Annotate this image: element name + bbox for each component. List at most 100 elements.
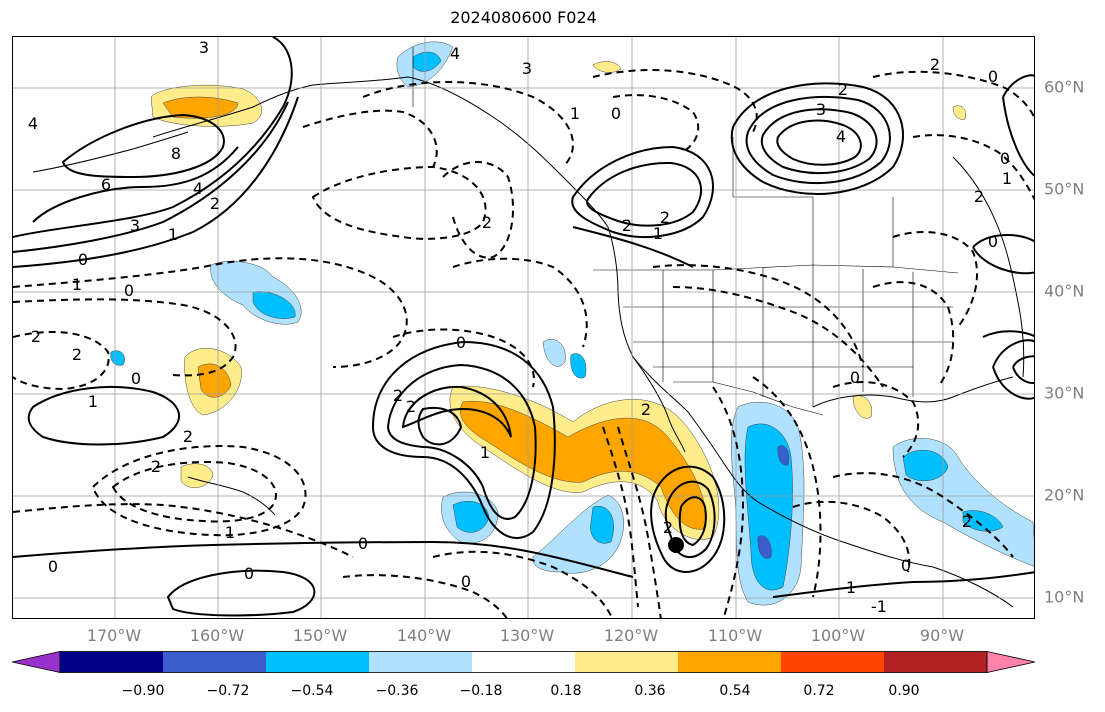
contour-upper-low-1 <box>371 340 556 539</box>
contour-label: 0 <box>48 557 58 576</box>
contour-label: 0 <box>1000 149 1010 168</box>
contour-label: 4 <box>28 114 38 133</box>
colorbar-tick-label: −0.54 <box>290 683 334 699</box>
contour-label: 0 <box>988 232 998 251</box>
contour-aleutian-high-3 <box>13 96 299 268</box>
map-panel: 4 8 6 4 2 3 1 0 1 0 2 2 0 1 2 2 0 2 2 2 … <box>12 36 1035 619</box>
contour-label: 0 <box>131 369 141 388</box>
colorbar-tick-label: 0.18 <box>550 683 582 699</box>
shade-negative-mexico-core <box>744 423 793 591</box>
contour-label: 0 <box>456 333 466 352</box>
shade-negative-nw-core <box>252 291 296 319</box>
lon-label: 170°W <box>86 626 142 645</box>
lon-label: 120°W <box>603 626 659 645</box>
contour-label: 1 <box>653 224 663 243</box>
state-lines-1 <box>662 265 914 407</box>
shaded-anomalies <box>110 41 1034 606</box>
contour-label-group: 4 8 6 4 2 3 1 0 1 0 2 2 0 1 2 2 0 2 2 2 … <box>28 38 1012 616</box>
contour-aleutian-high-5 <box>32 146 239 223</box>
contour-baja-high-1 <box>650 465 726 573</box>
contour-label: 2 <box>641 400 651 419</box>
storm-center-marker <box>668 537 684 553</box>
colorbar-tick-label: 0.54 <box>719 683 751 699</box>
shade-positive-hawaii <box>180 463 214 488</box>
contour-label: 2 <box>210 194 220 213</box>
contour-upper-low-3 <box>401 385 512 438</box>
shade-positive-band-core <box>460 400 706 530</box>
political-borders <box>412 47 959 416</box>
contour-label: 2 <box>962 512 972 531</box>
contour-neg-7 <box>311 165 487 240</box>
shade-positive-west-core <box>197 363 232 398</box>
contour-west-us-2 <box>586 161 702 227</box>
colorbar-segment <box>266 651 369 673</box>
coast-hawaii <box>187 476 276 516</box>
contour-neg-2 <box>13 298 237 377</box>
lat-label: 50°N <box>1044 179 1085 199</box>
contour-label: -1 <box>871 597 887 616</box>
shade-positive-aleutian-core <box>162 96 239 119</box>
contour-west-1 <box>27 386 180 446</box>
state-lines-2 <box>623 306 953 368</box>
lon-label: 90°W <box>919 626 965 645</box>
contour-neg-4 <box>91 445 307 537</box>
lon-label: 130°W <box>499 626 555 645</box>
contour-east-low-2 <box>992 339 1034 400</box>
shade-negative-small1 <box>110 350 125 366</box>
contour-neg-10 <box>302 109 438 168</box>
contour-neg-16 <box>752 376 822 598</box>
negative-contours <box>13 69 1034 618</box>
contour-label: 1 <box>570 104 580 123</box>
colorbar-tick-label: 0.72 <box>803 683 835 699</box>
contour-label: 1 <box>168 225 178 244</box>
colorbar-segment <box>60 651 163 673</box>
shade-negative-mexico-deep <box>757 535 772 559</box>
lat-lon-grid <box>13 37 1034 618</box>
contour-neg-13 <box>602 426 639 608</box>
contour-neg-1 <box>13 257 408 368</box>
contour-label: 2 <box>183 427 193 446</box>
contour-aleutian-high-2 <box>13 101 289 253</box>
colorbar-extend-low <box>12 651 61 673</box>
contour-label: 1 <box>480 443 490 462</box>
contour-label: 8 <box>171 144 181 163</box>
contour-label: 2 <box>406 397 416 416</box>
contour-upper-low-2 <box>386 363 537 520</box>
map-canvas: 4 8 6 4 2 3 1 0 1 0 2 2 0 1 2 2 0 2 2 2 … <box>13 37 1034 618</box>
colorbar-outline <box>59 651 988 673</box>
contour-0-south <box>13 540 634 578</box>
shade-negative-caribbean-core2 <box>962 510 1004 532</box>
contour-label: 3 <box>816 100 826 119</box>
contour-label: 0 <box>244 564 254 583</box>
coast-mexico <box>757 501 1014 608</box>
border-canada-west <box>732 137 894 267</box>
contour-label: 2 <box>622 216 632 235</box>
contour-label: 0 <box>901 556 911 575</box>
shade-positive-ne <box>952 105 966 120</box>
contour-neg-20 <box>872 281 955 388</box>
contour-neg-3 <box>13 331 110 391</box>
contour-neg-9 <box>362 81 574 168</box>
positive-contours <box>13 37 1034 617</box>
contour-ne-high-1 <box>730 82 904 195</box>
contour-0-se <box>772 571 1034 598</box>
colorbar-segment <box>575 651 678 673</box>
colorbar-segment <box>163 651 266 673</box>
lon-label: 100°W <box>810 626 866 645</box>
contour-0-mid <box>572 226 694 268</box>
lat-label: 60°N <box>1044 77 1085 97</box>
colorbar-segment <box>472 651 575 673</box>
contour-label: 2 <box>31 327 41 346</box>
contour-far-east <box>1002 74 1034 177</box>
contour-label: 2 <box>72 345 82 364</box>
contour-neg-24 <box>872 70 1034 120</box>
contour-aleutian-high-1 <box>13 37 293 238</box>
contour-label: 0 <box>78 250 88 269</box>
colorbar <box>12 651 1035 673</box>
contour-label: 0 <box>124 281 134 300</box>
shade-negative-south-core <box>590 505 614 544</box>
contour-label: 4 <box>193 179 203 198</box>
contour-label: 2 <box>663 518 673 537</box>
shade-negative-ca-core <box>570 353 587 379</box>
lon-label: 110°W <box>707 626 763 645</box>
